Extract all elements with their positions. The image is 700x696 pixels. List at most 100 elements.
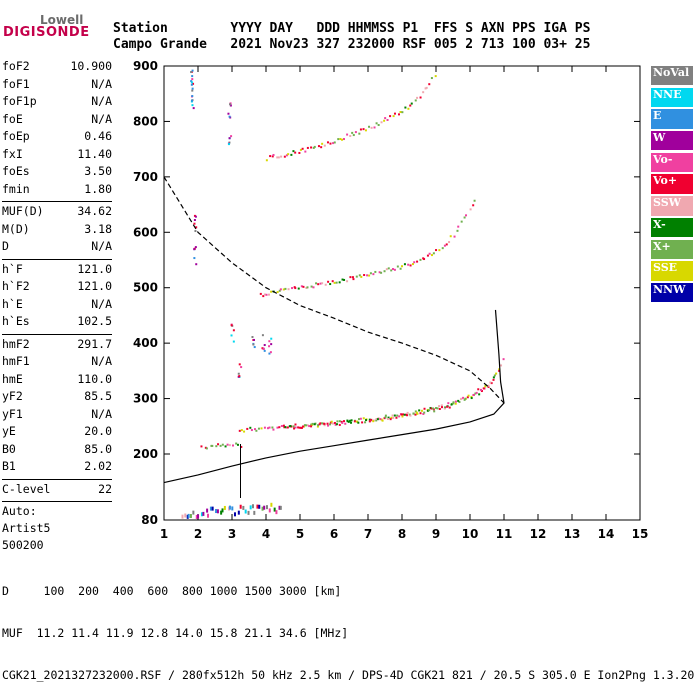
echo-point [258, 504, 261, 509]
echo-point [363, 274, 366, 277]
echo-point [423, 258, 426, 261]
echo-point [207, 513, 210, 518]
echo-point [376, 418, 379, 421]
param-value: 102.5 [77, 314, 112, 328]
echo-point [365, 419, 368, 422]
echo-point [432, 407, 435, 410]
echo-point [298, 426, 301, 429]
echo-point [487, 384, 490, 387]
legend-item: Vo+ [651, 174, 693, 194]
echo-point [352, 278, 355, 281]
echo-point [267, 293, 270, 296]
echo-point [353, 420, 356, 423]
echo-point [318, 423, 321, 426]
echo-point [406, 411, 409, 414]
echo-point [383, 119, 386, 122]
param-text: 500200 [2, 538, 44, 552]
legend-item: X- [651, 217, 693, 238]
x-tick-label: 4 [262, 527, 270, 541]
echo-point [230, 135, 233, 138]
echo-point [380, 418, 383, 421]
echo-point [302, 425, 305, 428]
echo-point [202, 511, 205, 516]
echo-point [423, 407, 426, 410]
echo-point [184, 513, 187, 518]
echo-point [452, 401, 455, 404]
echo-point [484, 385, 487, 388]
echo-point [449, 235, 452, 238]
param-row: h`E N/A [2, 296, 112, 314]
echo-point [413, 261, 416, 264]
echo-point [263, 426, 266, 429]
x-tick-label: 3 [228, 527, 236, 541]
echo-point [357, 421, 360, 424]
echo-point [247, 510, 250, 515]
echo-point [341, 421, 344, 424]
param-value: 34.62 [77, 204, 112, 218]
param-row: hmF1 N/A [2, 353, 112, 371]
echo-point [401, 111, 404, 114]
echo-point [419, 258, 422, 261]
echo-point [287, 288, 290, 291]
echo-point [313, 423, 316, 426]
echo-point [350, 419, 353, 422]
echo-point [406, 414, 409, 417]
echo-point [278, 289, 281, 292]
echo-point [297, 426, 300, 429]
echo-point [412, 412, 415, 415]
echo-point [311, 422, 314, 425]
echo-point [327, 424, 330, 427]
echo-point [192, 107, 195, 110]
echo-point [262, 295, 265, 298]
param-text: Artist5 [2, 521, 51, 535]
echo-point [487, 385, 490, 388]
echo-point [392, 115, 395, 118]
x-tick-label: 6 [330, 527, 338, 541]
echo-point [425, 86, 428, 89]
echo-point [416, 412, 419, 415]
echo-point [205, 447, 208, 450]
echo-point [390, 416, 393, 419]
param-value: N/A [91, 406, 112, 421]
echo-point [445, 243, 448, 246]
echo-point [299, 148, 302, 151]
echo-point [360, 275, 363, 278]
param-label: foF2 [2, 59, 30, 73]
param-value: 121.0 [77, 261, 112, 276]
echo-point [323, 144, 326, 147]
echo-point [454, 400, 457, 403]
echo-point [221, 508, 224, 513]
echo-point [228, 444, 231, 447]
echo-point [249, 426, 252, 429]
logo-lowell: Lowell [40, 13, 84, 27]
echo-point [480, 390, 483, 393]
echo-point [399, 267, 402, 270]
param-value: 3.50 [84, 164, 112, 178]
echo-point [192, 82, 195, 85]
y-tick-label: 300 [133, 392, 158, 406]
echo-point [276, 156, 279, 159]
echo-point [407, 107, 410, 110]
echo-point [255, 429, 258, 432]
echo-point [195, 514, 198, 519]
echo-point [396, 265, 399, 268]
echo-point [452, 402, 455, 405]
echo-point [462, 396, 465, 399]
param-row: h`F 121.0 [2, 261, 112, 279]
echo-point [279, 288, 282, 291]
echo-point [401, 265, 404, 268]
echo-point [463, 398, 466, 401]
echo-point [333, 281, 336, 284]
echo-point [315, 282, 318, 285]
echo-point [191, 75, 194, 78]
echo-point [393, 414, 396, 417]
echo-point [265, 159, 268, 162]
echo-point [361, 421, 364, 424]
echo-point [263, 349, 266, 352]
y-tick-label: 80 [141, 513, 158, 527]
echo-point [358, 274, 361, 277]
y-tick-label: 700 [133, 170, 158, 184]
param-value: N/A [91, 354, 112, 368]
echo-point [463, 216, 466, 219]
echo-point [294, 151, 297, 154]
